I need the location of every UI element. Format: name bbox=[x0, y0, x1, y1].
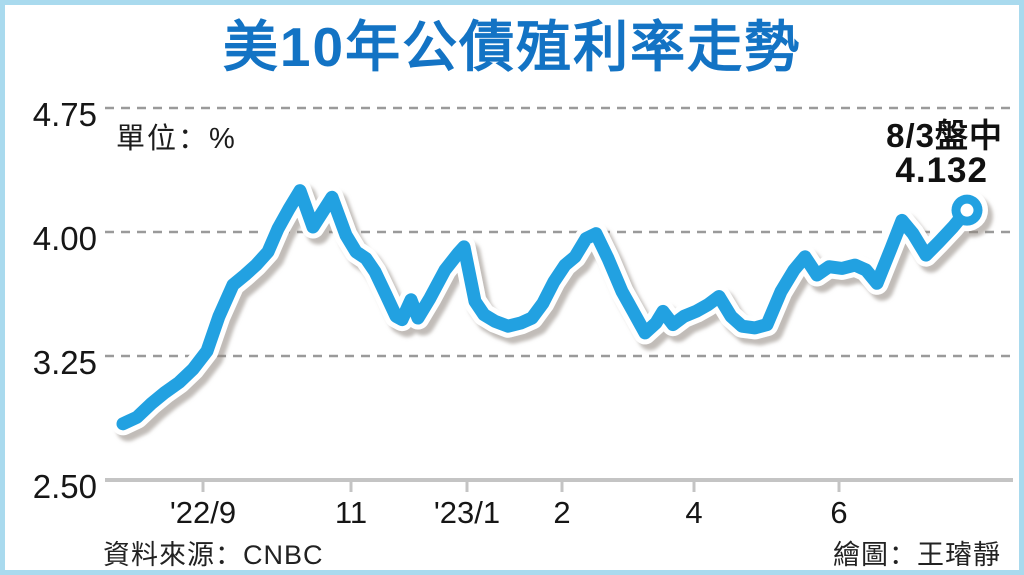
yield-line bbox=[116, 184, 974, 431]
end-marker-hole bbox=[960, 203, 974, 217]
unit-label: 單位：% bbox=[116, 123, 237, 155]
source-label: 資料來源：CNBC bbox=[103, 540, 324, 570]
y-axis-label: 4.00 bbox=[32, 220, 97, 257]
y-axis-label: 3.25 bbox=[32, 344, 97, 381]
x-axis-label: 2 bbox=[553, 495, 571, 530]
x-axis-label: '23/1 bbox=[433, 495, 501, 530]
yield-chart bbox=[105, 106, 1013, 492]
y-axis-label: 4.75 bbox=[32, 96, 97, 133]
yield-line-group bbox=[111, 179, 988, 436]
x-axis-label: '22/9 bbox=[169, 495, 237, 530]
annotation-date: 8/3盤中 bbox=[886, 117, 1003, 154]
gridlines bbox=[105, 106, 1013, 492]
chart-title: 美10年公債殖利率走勢 bbox=[222, 16, 802, 78]
x-axis-label: 4 bbox=[685, 495, 703, 530]
credit-label: 繪圖：王璿靜 bbox=[833, 540, 1001, 570]
x-axis-label: 6 bbox=[830, 495, 848, 530]
annotation-value: 4.132 bbox=[895, 151, 988, 190]
x-axis-label: 11 bbox=[334, 495, 368, 530]
y-axis-label: 2.50 bbox=[32, 468, 97, 505]
